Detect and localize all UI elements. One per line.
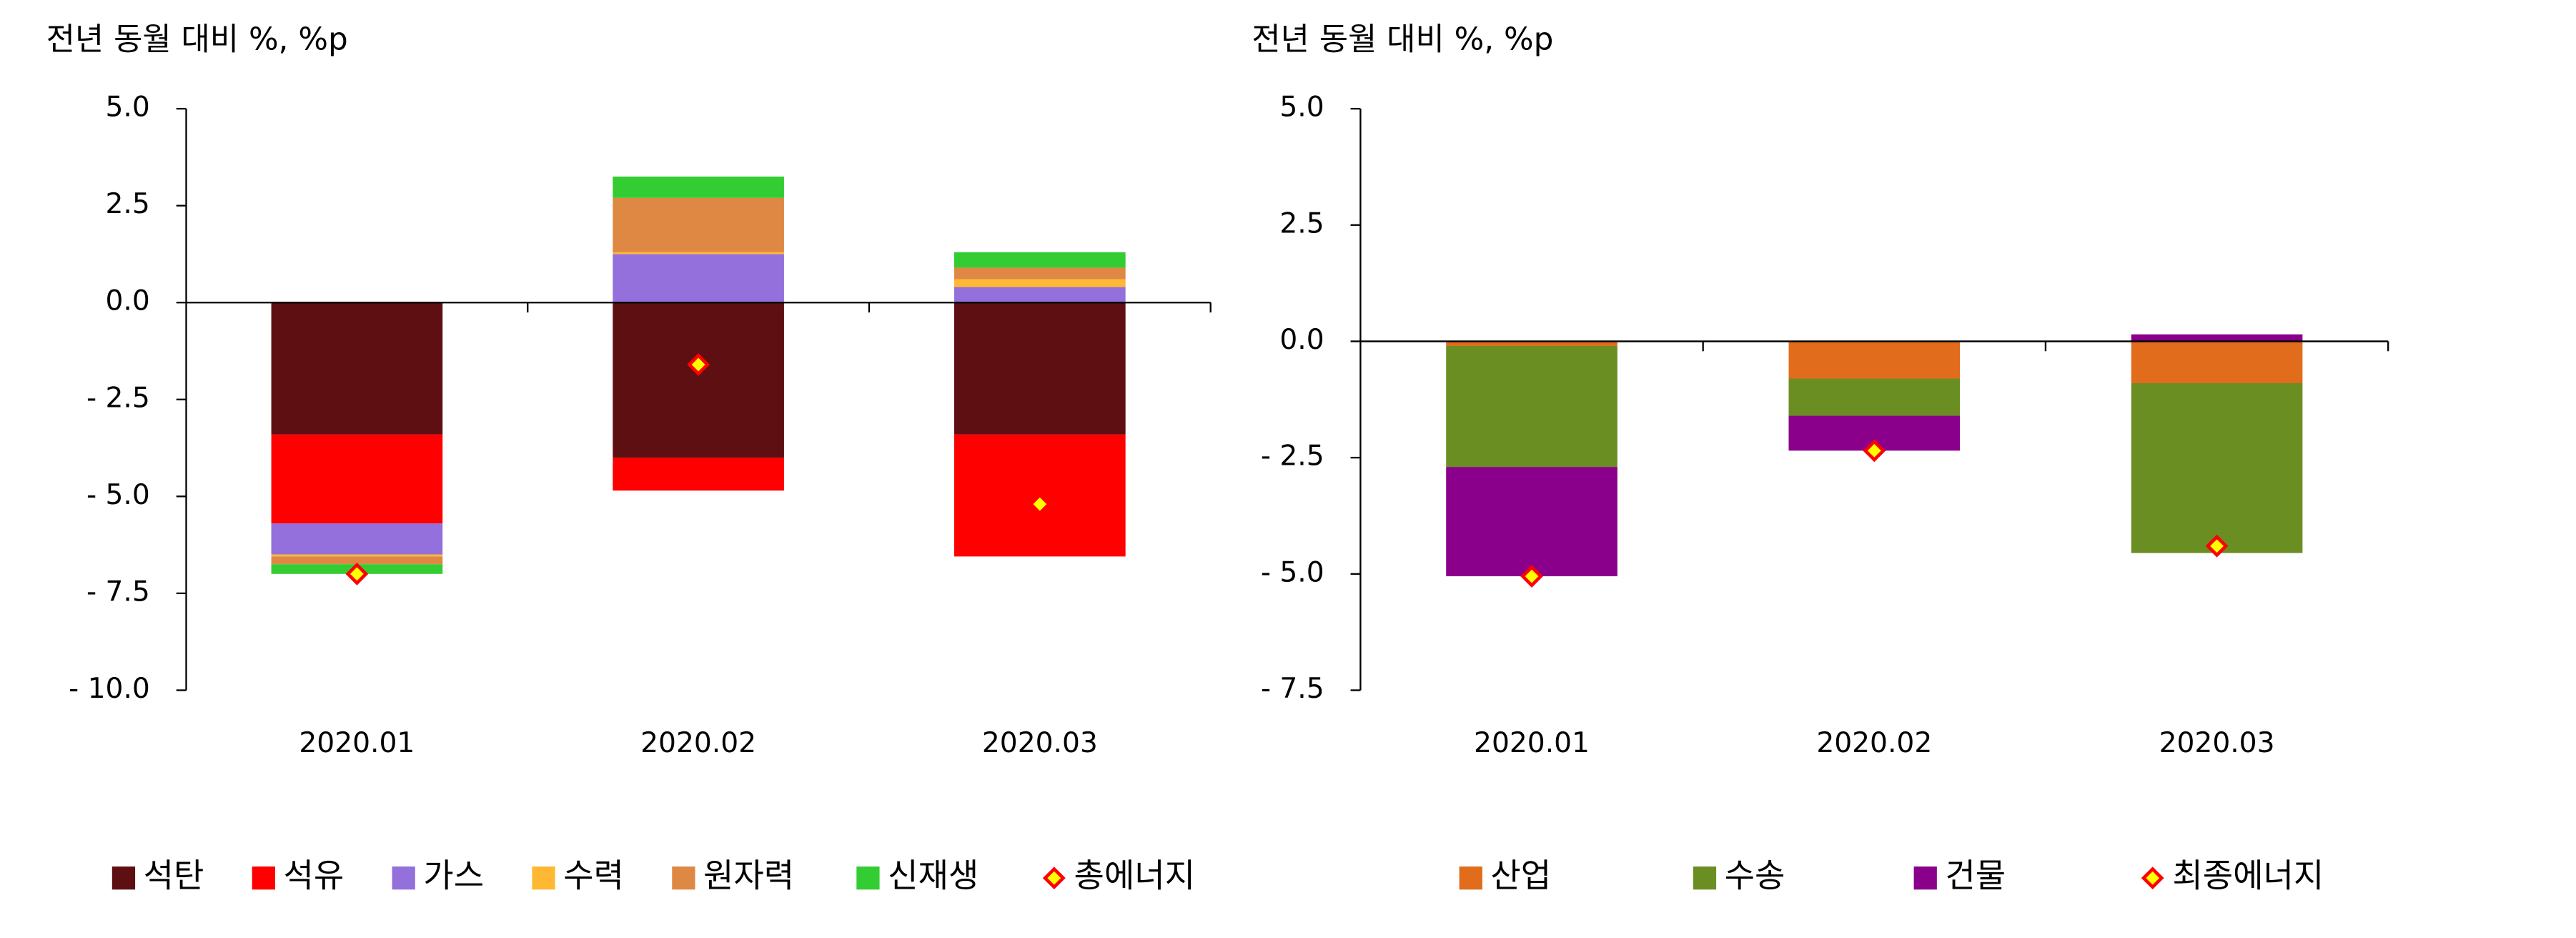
x-tick-label: 2020.02 (1816, 727, 1932, 759)
y-tick-label: - 7.5 (86, 576, 150, 608)
bar-segment (2131, 382, 2303, 553)
bar-segment (954, 267, 1126, 280)
legend-swatch (1459, 866, 1482, 890)
legend-swatch (252, 866, 275, 890)
bar-segment (271, 554, 443, 557)
legend-swatch (532, 866, 555, 890)
legend-label: 가스 (423, 856, 484, 895)
bar-segment (1788, 378, 1961, 416)
y-tick-label: - 10.0 (69, 673, 150, 705)
y-tick-label: 0.0 (1279, 324, 1324, 356)
total-marker (1520, 565, 1543, 588)
y-tick-label: - 5.0 (1261, 556, 1324, 588)
x-tick-label: 2020.01 (1474, 727, 1590, 759)
x-tick-label: 2020.01 (299, 727, 415, 759)
bar-segment (2131, 334, 2303, 342)
bar-segment (1446, 341, 1618, 346)
bar-segment (954, 302, 1126, 435)
total-marker (687, 353, 710, 376)
y-tick-label: - 7.5 (1261, 673, 1324, 705)
bar-segment (1446, 467, 1618, 577)
legend-label: 산업 (1490, 856, 1551, 895)
legend-label: 총에너지 (1074, 856, 1195, 895)
bar-segment (954, 252, 1126, 268)
legend-label: 최종에너지 (2172, 856, 2324, 895)
bar-segment (954, 279, 1126, 287)
bar-segment (271, 302, 443, 435)
bar-segment (954, 287, 1126, 303)
legend-swatch (1913, 866, 1937, 890)
total-marker (1028, 493, 1051, 516)
legend-label: 수력 (563, 856, 624, 895)
y-tick-label: 0.0 (106, 285, 150, 317)
bar-segment (2131, 341, 2303, 383)
bar-segment (613, 254, 784, 303)
legend-swatch (392, 866, 415, 890)
bar-segment (613, 197, 784, 252)
legend-label: 석유 (283, 856, 344, 895)
y-axis-label: 전년 동월 대비 %, %p (1252, 21, 1553, 58)
bar-segment (1446, 345, 1618, 468)
legend-swatch (1693, 866, 1717, 890)
legend-label: 석탄 (144, 856, 204, 895)
bar-segment (271, 523, 443, 555)
legend-label: 건물 (1945, 856, 2006, 895)
legend-label: 원자력 (703, 856, 794, 895)
bar-segment (1788, 341, 1961, 379)
bar-segment (613, 252, 784, 255)
y-tick-label: 2.5 (106, 188, 150, 220)
y-axis-label: 전년 동월 대비 %, %p (46, 21, 348, 58)
total-marker (345, 562, 369, 586)
bar-segment (271, 556, 443, 565)
legend-swatch (856, 866, 880, 890)
legend-label: 신재생 (888, 856, 979, 895)
y-tick-label: - 2.5 (1261, 440, 1324, 473)
legend-marker (1042, 867, 1066, 890)
y-tick-label: 2.5 (1279, 207, 1324, 240)
y-tick-label: - 2.5 (86, 382, 150, 414)
bar-segment (613, 176, 784, 198)
x-tick-label: 2020.03 (2159, 727, 2275, 759)
legend-swatch (672, 866, 695, 890)
y-tick-label: - 5.0 (86, 479, 150, 511)
y-tick-label: 5.0 (106, 92, 150, 124)
x-tick-label: 2020.03 (982, 727, 1098, 759)
y-tick-label: 5.0 (1279, 92, 1324, 124)
bar-segment (613, 302, 784, 458)
legend-swatch (112, 866, 136, 890)
legend-marker (2141, 867, 2164, 890)
x-tick-label: 2020.02 (640, 727, 756, 759)
legend-label: 수송 (1725, 856, 1785, 895)
bar-segment (613, 458, 784, 491)
bar-segment (271, 434, 443, 524)
total-marker (2205, 534, 2229, 558)
total-marker (1863, 439, 1886, 463)
